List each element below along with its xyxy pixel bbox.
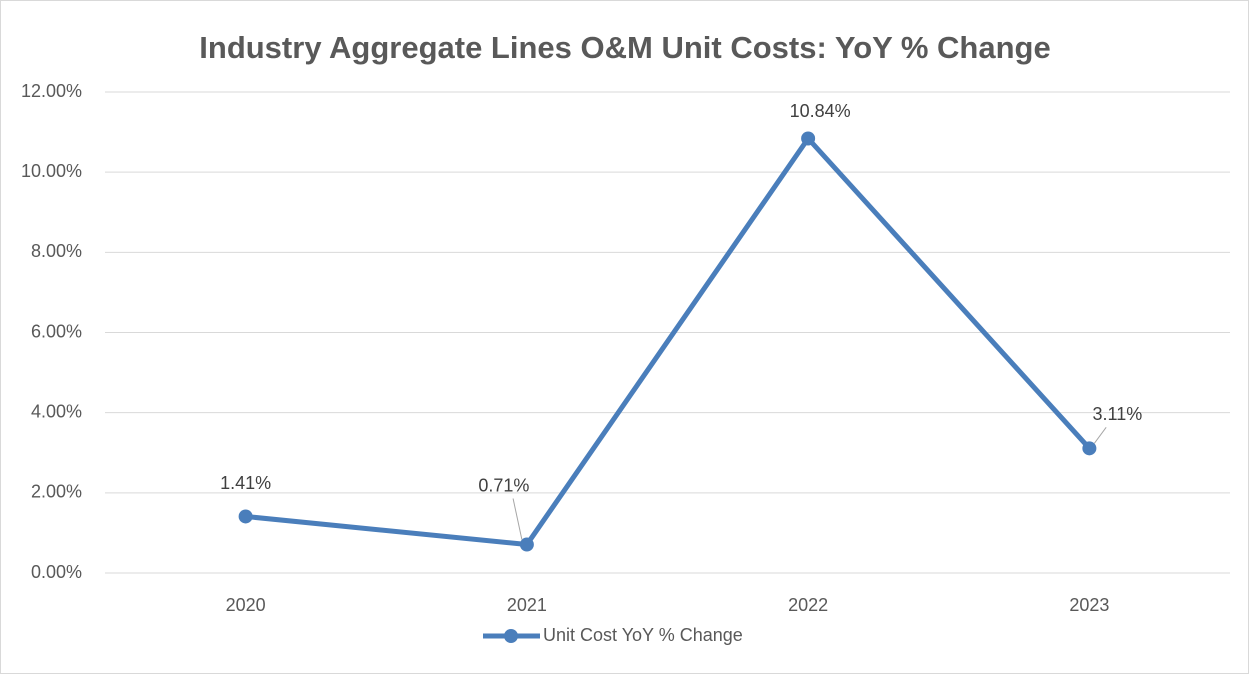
data-point <box>1082 441 1097 456</box>
data-point <box>801 131 816 146</box>
x-tick-label: 2021 <box>507 595 547 615</box>
leader-line <box>1093 427 1107 444</box>
y-tick-label: 0.00% <box>31 562 82 582</box>
y-tick-label: 8.00% <box>31 241 82 261</box>
data-label: 1.41% <box>220 473 271 493</box>
y-tick-label: 6.00% <box>31 321 82 341</box>
y-tick-label: 2.00% <box>31 482 82 502</box>
data-point <box>238 509 253 524</box>
data-point <box>519 537 534 552</box>
y-tick-label: 10.00% <box>21 161 82 181</box>
data-label: 0.71% <box>478 475 529 495</box>
x-tick-label: 2022 <box>788 595 828 615</box>
chart-title: Industry Aggregate Lines O&M Unit Costs:… <box>199 30 1050 65</box>
legend-marker <box>504 629 518 643</box>
y-tick-label: 4.00% <box>31 401 82 421</box>
y-tick-label: 12.00% <box>21 81 82 101</box>
legend-label: Unit Cost YoY % Change <box>543 625 743 645</box>
series-line <box>245 135 1092 548</box>
x-tick-label: 2020 <box>226 595 266 615</box>
data-label: 10.84% <box>790 101 851 121</box>
data-label: 3.11% <box>1093 404 1143 424</box>
x-tick-label: 2023 <box>1069 595 1109 615</box>
leader-line <box>512 498 523 540</box>
